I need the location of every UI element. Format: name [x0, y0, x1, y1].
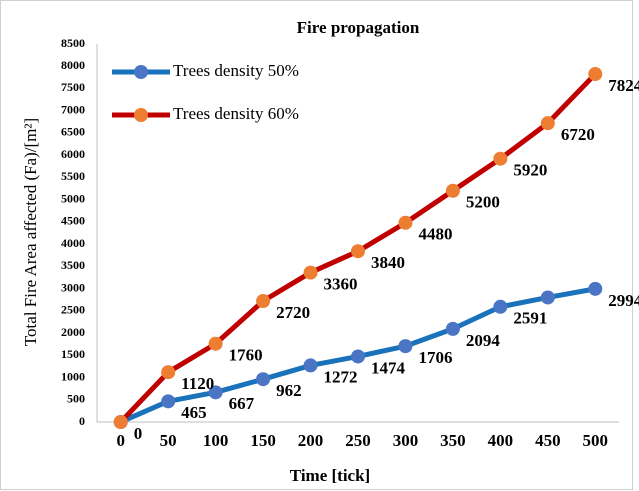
data-label: 465 [181, 403, 207, 422]
point [540, 116, 555, 131]
y-axis-title: Total Fire Area affected (Fa)/[m²] [21, 118, 40, 346]
point [256, 372, 271, 387]
point [113, 415, 128, 429]
point [493, 151, 508, 166]
data-label: 6720 [561, 125, 595, 144]
point [351, 349, 365, 364]
x-axis-title: Time [tick] [290, 466, 370, 485]
y-tick-label: 5000 [61, 191, 85, 205]
y-tick-label: 1500 [61, 347, 85, 361]
y-tick-label: 7000 [61, 102, 85, 116]
point [588, 67, 603, 82]
y-tick-label: 8000 [61, 58, 85, 72]
x-tick-label: 200 [298, 431, 324, 450]
legend-label: Trees density 60% [173, 104, 299, 123]
y-tick-label: 2000 [61, 325, 85, 339]
point [445, 321, 460, 336]
x-tick-label: 250 [345, 431, 371, 450]
data-label: 2720 [276, 303, 310, 322]
y-tick-label: 4500 [61, 214, 85, 228]
y-tick-label: 3000 [61, 280, 85, 294]
y-tick-label: 6000 [61, 147, 85, 161]
point [540, 290, 555, 305]
data-label: 1760 [229, 346, 263, 365]
data-label: 1706 [418, 348, 452, 367]
y-tick-label: 1000 [61, 369, 85, 383]
x-tick-label: 450 [535, 431, 561, 450]
point [208, 385, 223, 400]
x-tick-label: 300 [393, 431, 419, 450]
x-tick-label: 350 [440, 431, 466, 450]
point [445, 183, 460, 198]
chart-title: Fire propagation [297, 18, 420, 37]
y-tick-label: 0 [79, 414, 85, 428]
y-tick-label: 8500 [61, 36, 85, 50]
point [208, 336, 223, 351]
data-label: 2094 [466, 331, 501, 350]
y-tick-label: 7500 [61, 80, 85, 94]
data-label: 3840 [371, 253, 405, 272]
legend-marker [134, 65, 148, 79]
data-label: 1474 [371, 358, 406, 377]
x-tick-label: 400 [488, 431, 514, 450]
data-label: 7824 [608, 76, 639, 95]
data-label: 2591 [513, 309, 547, 328]
legend-marker [134, 108, 148, 122]
y-tick-label: 3500 [61, 258, 85, 272]
point [303, 358, 318, 373]
x-tick-label: 500 [583, 431, 609, 450]
point [256, 294, 271, 309]
x-tick-label: 100 [203, 431, 229, 450]
data-label: 1272 [324, 367, 358, 386]
data-label: 4480 [418, 225, 452, 244]
data-label: 962 [276, 381, 302, 400]
legend-label: Trees density 50% [173, 61, 299, 80]
y-tick-label: 4000 [61, 236, 85, 250]
y-tick-label: 5500 [61, 169, 85, 183]
x-tick-label: 0 [116, 431, 125, 450]
point [588, 281, 603, 296]
data-label: 2994 [608, 291, 639, 310]
y-tick-label: 500 [67, 392, 85, 406]
data-label: 1120 [181, 374, 214, 393]
point [161, 394, 176, 409]
point [303, 265, 318, 280]
point [161, 365, 176, 380]
point [398, 215, 413, 230]
x-tick-label: 50 [160, 431, 177, 450]
x-tick-label: 150 [250, 431, 276, 450]
point [398, 339, 413, 354]
data-label: 0 [134, 424, 143, 443]
y-tick-label: 6500 [61, 125, 85, 139]
data-label: 5200 [466, 193, 500, 212]
data-label: 5920 [513, 161, 547, 180]
data-label: 667 [229, 394, 255, 413]
point [351, 244, 365, 259]
data-label: 3360 [324, 274, 358, 293]
y-tick-label: 2500 [61, 303, 85, 317]
point [493, 299, 508, 314]
